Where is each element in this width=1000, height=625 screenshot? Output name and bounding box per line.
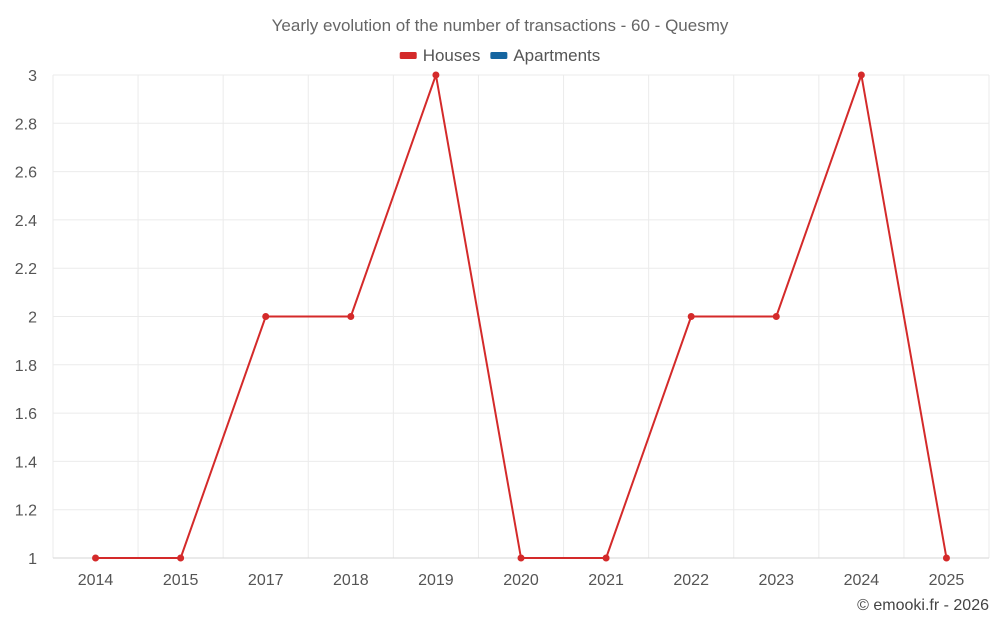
data-point[interactable] [687,313,695,320]
x-tick-label: 2019 [418,572,454,589]
legend-swatch-apartments[interactable] [490,52,508,59]
legend-label-houses[interactable]: Houses [423,46,481,65]
y-tick-label: 2.6 [15,165,37,182]
data-point[interactable] [942,554,950,562]
y-tick-label: 1.2 [15,503,37,520]
x-tick-label: 2014 [78,572,114,589]
data-point[interactable] [92,554,100,562]
legend-label-apartments[interactable]: Apartments [513,46,600,65]
y-tick-label: 3 [28,68,37,85]
chart-title: Yearly evolution of the number of transa… [272,16,729,35]
data-point[interactable] [262,313,270,320]
x-tick-label: 2015 [163,572,199,589]
y-tick-labels: 1 1.2 1.4 1.6 1.8 2 2.2 2.4 2.6 2.8 3 [15,68,37,568]
x-tick-label: 2018 [333,572,369,589]
series-houses [92,71,950,562]
x-tick-label: 2023 [758,572,794,589]
x-tick-label: 2021 [588,572,624,589]
data-point[interactable] [347,313,355,320]
data-point[interactable] [857,71,865,79]
data-point[interactable] [602,554,610,562]
x-tick-label: 2022 [673,572,709,589]
data-point[interactable] [432,71,440,79]
y-tick-label: 2.4 [15,213,37,230]
data-point[interactable] [517,554,525,562]
y-tick-label: 1.6 [15,406,37,423]
y-tick-label: 1 [28,551,37,568]
y-tick-label: 2 [28,310,37,327]
x-tick-labels: 2014 2015 2017 2018 2019 2020 2021 2022 2023 2024… [78,572,965,589]
data-point[interactable] [177,554,185,562]
credit-text: © emooki.fr - 2026 [857,597,989,614]
y-tick-label: 2.8 [15,116,37,133]
legend-swatch-houses[interactable] [399,52,417,59]
y-tick-label: 2.2 [15,261,37,278]
x-tick-label: 2024 [844,572,880,589]
x-tick-label: 2017 [248,572,284,589]
data-point[interactable] [772,313,780,320]
legend: Houses Apartments [399,46,600,65]
y-gridlines [53,74,989,511]
y-tick-label: 1.8 [15,358,37,375]
series-layer [92,71,950,562]
x-tick-label: 2020 [503,572,539,589]
y-tick-label: 1.4 [15,454,37,471]
x-tick-label: 2025 [929,572,965,589]
